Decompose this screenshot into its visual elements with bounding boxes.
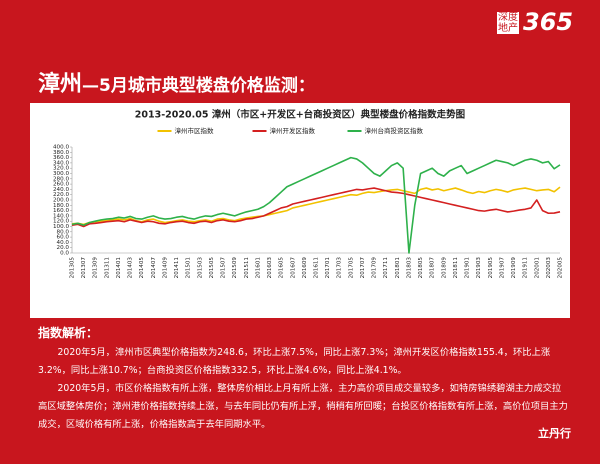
paragraph: 2020年5月，漳州市区典型价格指数为248.6，环比上涨7.5%，同比上涨7.…: [38, 347, 551, 376]
page-title: 漳州—5月城市典型楼盘价格监测：: [38, 66, 315, 98]
legend-label: 漳州市区指数: [175, 126, 215, 135]
y-tick-label: 100.0: [53, 224, 69, 230]
y-tick-label: 200.0: [53, 198, 69, 204]
x-tick-label: 201705: [348, 257, 354, 279]
x-tick-label: 202003: [546, 257, 552, 279]
x-tick-label: 201401: [116, 257, 122, 279]
x-tick-label: 201311: [104, 257, 110, 279]
chart: 2013-2020.05 漳州（市区+开发区+台商投资区）典型楼盘价格指数走势图…: [53, 109, 564, 279]
x-tick-label: 201507: [221, 257, 227, 279]
legend-label: 漳州开发区指数: [270, 126, 316, 135]
x-tick-label: 201309: [93, 257, 99, 279]
y-tick-label: 20.0: [57, 245, 70, 251]
brand-number: 365: [523, 8, 574, 36]
y-tick-label: 60.0: [57, 235, 70, 241]
y-tick-label: 140.0: [53, 213, 69, 219]
x-tick-label: 201701: [325, 257, 331, 279]
analysis-heading: 指数解析：: [38, 326, 99, 340]
y-tick-label: 120.0: [53, 219, 69, 225]
x-tick-label: 201611: [314, 257, 320, 279]
y-tick-label: 80.0: [57, 229, 70, 235]
x-tick-label: 201511: [244, 257, 250, 279]
paragraph: 2020年5月，市区价格指数有所上涨，整体房价相比上月有所上涨，主力高价项目成交…: [38, 383, 568, 430]
title-text: —5月城市典型楼盘价格监测：: [82, 76, 315, 96]
x-tick-label: 201805: [418, 257, 424, 279]
x-tick-label: 201307: [81, 257, 87, 279]
y-tick-label: 160.0: [53, 208, 69, 214]
x-tick-label: 201901: [465, 257, 471, 279]
brand: 深度地产 365: [497, 8, 592, 56]
x-tick-label: 201609: [302, 257, 308, 279]
x-tick-label: 201601: [255, 257, 261, 279]
x-tick-label: 201505: [209, 257, 215, 279]
x-tick-label: 201709: [372, 257, 378, 279]
x-tick-label: 201411: [174, 257, 180, 279]
x-tick-label: 201501: [186, 257, 192, 279]
y-tick-label: 220.0: [53, 192, 69, 198]
x-tick-label: 201903: [476, 257, 482, 279]
x-tick-label: 202005: [558, 257, 564, 279]
x-tick-label: 201811: [453, 257, 459, 279]
x-tick-label: 201711: [383, 257, 389, 279]
x-tick-label: 201909: [511, 257, 517, 279]
x-tick-label: 201305: [70, 257, 76, 279]
x-tick-label: 201605: [279, 257, 285, 279]
y-tick-label: 280.0: [53, 176, 69, 182]
x-tick-label: 201807: [430, 257, 436, 279]
x-tick-label: 201905: [488, 257, 494, 279]
x-tick-label: 201703: [337, 257, 343, 279]
x-tick-label: 201707: [360, 257, 366, 279]
x-tick-label: 201509: [232, 257, 238, 279]
y-tick-label: 360.0: [53, 155, 69, 161]
brand-text: 深度地产: [497, 12, 519, 34]
footer-logo: 立丹行: [538, 427, 571, 440]
x-tick-label: 201407: [151, 257, 157, 279]
chart-box: 2013-2020.05 漳州（市区+开发区+台商投资区）典型楼盘价格指数走势图…: [30, 103, 570, 318]
y-tick-label: 40.0: [57, 240, 70, 246]
y-tick-label: 0.0: [60, 251, 69, 257]
y-tick-label: 240.0: [53, 187, 69, 193]
y-tick-label: 300.0: [53, 171, 69, 177]
x-tick-label: 201803: [406, 257, 412, 279]
x-tick-label: 201405: [139, 257, 145, 279]
y-tick-label: 400.0: [53, 145, 69, 151]
x-tick-label: 201809: [441, 257, 447, 279]
city: 漳州: [38, 72, 83, 97]
x-tick-label: 201911: [523, 257, 529, 279]
x-tick-label: 202001: [534, 257, 540, 279]
series-line: [71, 156, 561, 254]
x-tick-label: 201503: [197, 257, 203, 279]
y-tick-label: 180.0: [53, 203, 69, 209]
x-tick-label: 201403: [128, 257, 134, 279]
x-tick-label: 201907: [499, 257, 505, 279]
y-tick-label: 340.0: [53, 160, 69, 166]
x-tick-label: 201607: [290, 257, 296, 279]
y-tick-label: 260.0: [53, 182, 69, 188]
chart-title: 2013-2020.05 漳州（市区+开发区+台商投资区）典型楼盘价格指数走势图: [135, 109, 465, 121]
series-line: [71, 187, 561, 228]
x-tick-label: 201801: [395, 257, 401, 279]
y-tick-label: 320.0: [53, 166, 69, 172]
series-line: [71, 186, 561, 226]
legend-label: 漳州台商投资区指数: [365, 126, 424, 135]
x-tick-label: 201409: [162, 257, 168, 279]
y-tick-label: 380.0: [53, 150, 69, 156]
x-tick-label: 201603: [267, 257, 273, 279]
